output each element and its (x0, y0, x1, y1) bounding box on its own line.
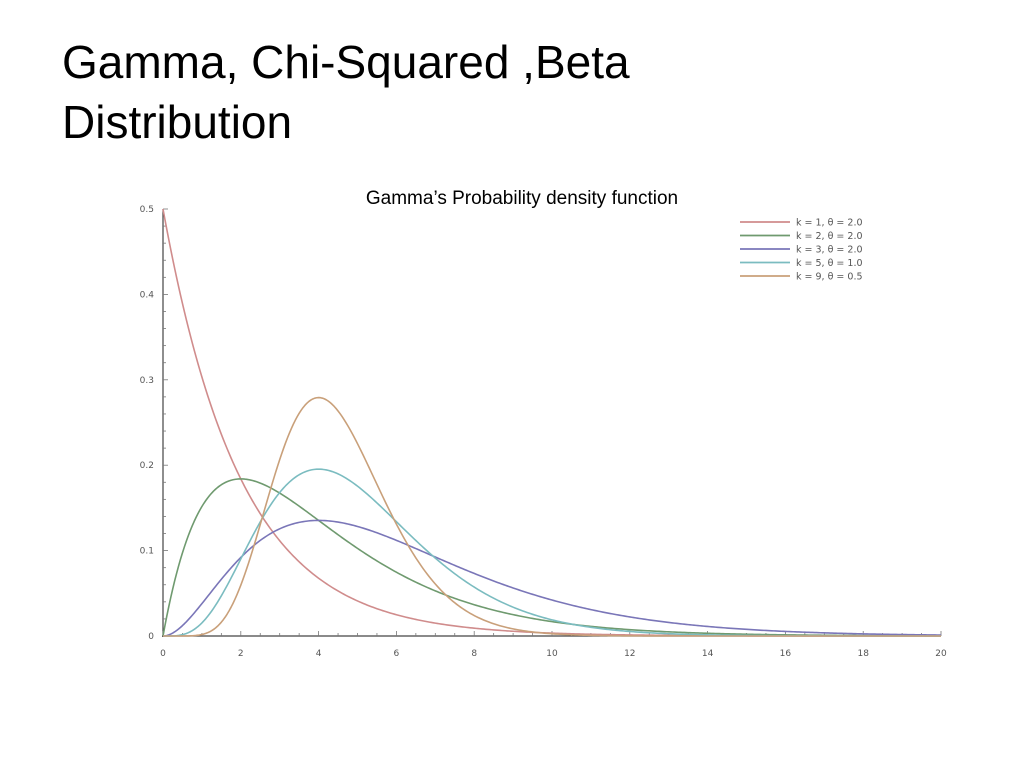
x-tick-label: 20 (935, 649, 947, 659)
legend-label-4: k = 5, θ = 1.0 (796, 258, 863, 269)
legend-label-3: k = 3, θ = 2.0 (796, 245, 863, 256)
x-tick-label: 4 (316, 649, 322, 659)
y-tick-label: 0 (148, 632, 154, 642)
x-tick-label: 14 (702, 649, 714, 659)
x-tick-label: 2 (238, 649, 244, 659)
x-tick-label: 6 (394, 649, 400, 659)
y-tick-label: 0.1 (140, 547, 154, 557)
x-tick-label: 10 (546, 649, 558, 659)
y-tick-label: 0.3 (140, 376, 154, 386)
chart-legend: k = 1, θ = 2.0 k = 2, θ = 2.0 k = 3, θ = 2… (740, 218, 863, 283)
series-line-3 (162, 519, 942, 637)
series-line-5 (163, 396, 941, 637)
chart-caption: Gamma’s Probability density function (365, 188, 679, 209)
x-tick-label: 0 (160, 649, 166, 659)
legend-label-1: k = 1, θ = 2.0 (796, 218, 863, 229)
x-tick-label: 12 (624, 649, 635, 659)
slide-title-line-1: Gamma, Chi-Squared ,Beta (62, 36, 630, 88)
slide-title: Gamma, Chi-Squared ,Beta Distribution (62, 32, 962, 152)
y-tick-label: 0.5 (140, 205, 154, 215)
x-tick-label: 18 (857, 649, 869, 659)
chart-axes: 0 2 4 6 8 10 12 14 16 18 20 0 0.1 0.2 0.3 0.4 0.5 (140, 205, 947, 659)
y-tick-label: 0.2 (140, 461, 154, 471)
x-tick-label: 8 (471, 649, 477, 659)
series-line-2 (162, 478, 942, 637)
x-tick-label: 16 (780, 649, 792, 659)
legend-label-5: k = 9, θ = 0.5 (796, 272, 863, 283)
slide-title-line-2: Distribution (62, 96, 293, 148)
series-line-4 (163, 468, 941, 637)
y-tick-label: 0.4 (140, 290, 155, 300)
chart-series (162, 208, 942, 637)
legend-label-2: k = 2, θ = 2.0 (796, 231, 863, 242)
